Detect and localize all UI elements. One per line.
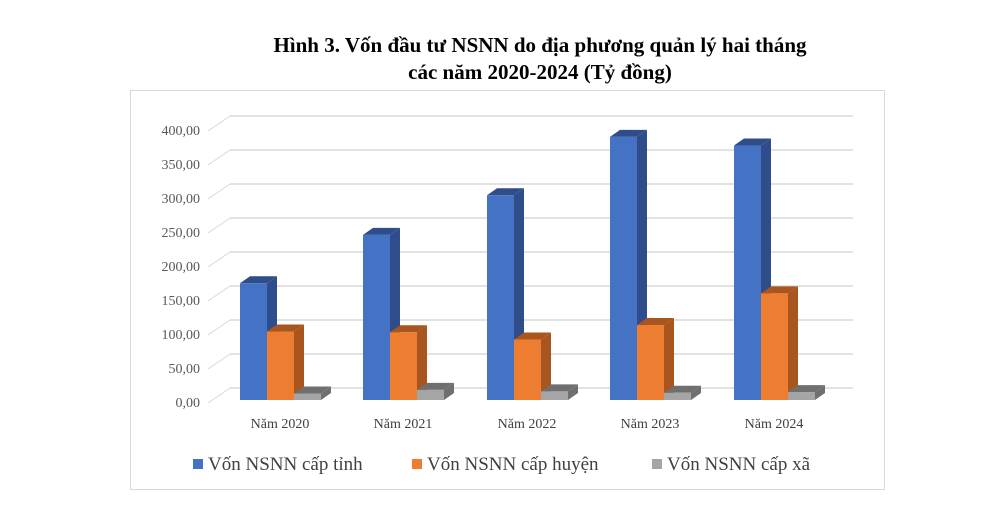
bar-top: [541, 384, 578, 392]
gridline-side: [207, 353, 231, 370]
bar-top: [788, 385, 825, 393]
gridline-side: [207, 183, 231, 200]
bar: [541, 391, 568, 400]
x-tick-label: Năm 2020: [251, 417, 310, 432]
bar: [610, 136, 637, 400]
y-tick-label: 250,00: [162, 226, 201, 241]
chart-frame: [130, 90, 885, 490]
x-tick-label: Năm 2021: [374, 417, 433, 432]
bar-side: [664, 318, 674, 400]
legend-label: Vốn NSNN cấp tỉnh: [208, 454, 363, 475]
legend-swatch: [412, 459, 422, 469]
bar: [664, 392, 691, 400]
bar-side: [815, 385, 825, 400]
gridline-side: [207, 319, 231, 336]
chart-title: Hình 3. Vốn đầu tư NSNN do địa phương qu…: [273, 33, 807, 57]
legend-label: Vốn NSNN cấp huyện: [427, 454, 599, 475]
gridline-side: [207, 387, 231, 404]
y-tick-label: 350,00: [162, 158, 201, 173]
bar-side: [568, 384, 578, 400]
y-tick-label: 400,00: [162, 124, 201, 139]
bar: [267, 331, 294, 400]
chart-subtitle: các năm 2020-2024 (Tỷ đồng): [408, 60, 672, 84]
bar-side: [788, 286, 798, 400]
bar-top: [637, 318, 674, 326]
y-tick-label: 50,00: [169, 362, 201, 377]
bar: [788, 392, 815, 400]
bar-top: [240, 276, 277, 284]
gridline-side: [207, 217, 231, 234]
bar-top: [514, 332, 551, 340]
bar-top: [734, 138, 771, 146]
gridline-side: [207, 149, 231, 166]
bar: [363, 234, 390, 400]
y-tick-label: 200,00: [162, 260, 201, 275]
bar: [390, 332, 417, 400]
bar-top: [390, 325, 427, 333]
bar-side: [417, 325, 427, 400]
legend-label: Vốn NSNN cấp xã: [667, 454, 811, 475]
bar-top: [294, 386, 331, 394]
y-tick-label: 300,00: [162, 192, 201, 207]
bar: [240, 283, 267, 400]
bar-top: [610, 129, 647, 137]
bar-top: [417, 382, 454, 390]
gridline-side: [207, 251, 231, 268]
x-tick-label: Năm 2023: [621, 417, 680, 432]
legend-swatch: [193, 459, 203, 469]
bar-top: [487, 188, 524, 196]
bar-top: [664, 385, 701, 393]
bar: [417, 389, 444, 400]
x-tick-label: Năm 2022: [498, 417, 557, 432]
bar-side: [294, 324, 304, 400]
bar-top: [267, 324, 304, 332]
bar: [487, 195, 514, 400]
bar-side: [444, 382, 454, 400]
bar: [637, 325, 664, 400]
bar-side: [691, 385, 701, 400]
bar: [734, 145, 761, 400]
bar: [761, 293, 788, 400]
legend-swatch: [652, 459, 662, 469]
bar-side: [321, 386, 331, 400]
bar-side: [541, 332, 551, 400]
y-tick-label: 150,00: [162, 294, 201, 309]
x-tick-label: Năm 2024: [745, 417, 804, 432]
bar-top: [363, 227, 400, 235]
y-tick-label: 100,00: [162, 328, 201, 343]
y-tick-label: 0,00: [176, 396, 201, 411]
gridline-side: [207, 115, 231, 132]
gridline-side: [207, 285, 231, 302]
bar: [294, 393, 321, 400]
bar-top: [761, 286, 798, 294]
bar: [514, 339, 541, 400]
